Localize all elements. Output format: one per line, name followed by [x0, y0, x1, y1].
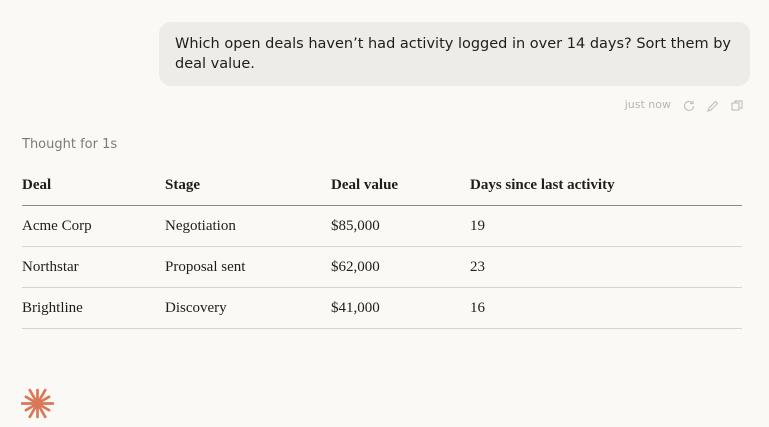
- thought-indicator[interactable]: Thought for 1s: [22, 137, 118, 152]
- table-cell: Negotiation: [165, 205, 331, 247]
- logo-ray: [36, 395, 51, 405]
- copy-button[interactable]: [730, 99, 744, 113]
- timestamp: just now: [624, 98, 671, 111]
- table-cell: 19: [470, 205, 742, 247]
- message-actions: just now: [600, 97, 750, 115]
- column-header: Days since last activity: [470, 165, 742, 206]
- user-message: Which open deals haven’t had activity lo…: [159, 22, 750, 86]
- column-header: Deal value: [331, 165, 470, 206]
- deals-table: Deal Stage Deal value Days since last activ…: [22, 165, 742, 329]
- table-row: Acme Corp Negotiation $85,000 19: [22, 205, 742, 247]
- table-cell: Northstar: [22, 246, 165, 288]
- table-cell: $62,000: [331, 246, 470, 288]
- table-cell: 16: [470, 287, 742, 329]
- assistant-logo: [21, 388, 54, 419]
- table-cell: $41,000: [331, 287, 470, 329]
- column-header: Stage: [165, 165, 331, 206]
- table-cell: Brightline: [22, 287, 165, 329]
- edit-button[interactable]: [706, 99, 720, 113]
- table-row: Northstar Proposal sent $62,000 23: [22, 246, 742, 288]
- retry-button[interactable]: [682, 99, 696, 113]
- table-cell: Discovery: [165, 287, 331, 329]
- table-cell: Proposal sent: [165, 246, 331, 288]
- table-row: Brightline Discovery $41,000 16: [22, 287, 742, 329]
- column-header: Deal: [22, 165, 165, 206]
- table-cell: 23: [470, 246, 742, 288]
- table-cell: Acme Corp: [22, 205, 165, 247]
- table-cell: $85,000: [331, 205, 470, 247]
